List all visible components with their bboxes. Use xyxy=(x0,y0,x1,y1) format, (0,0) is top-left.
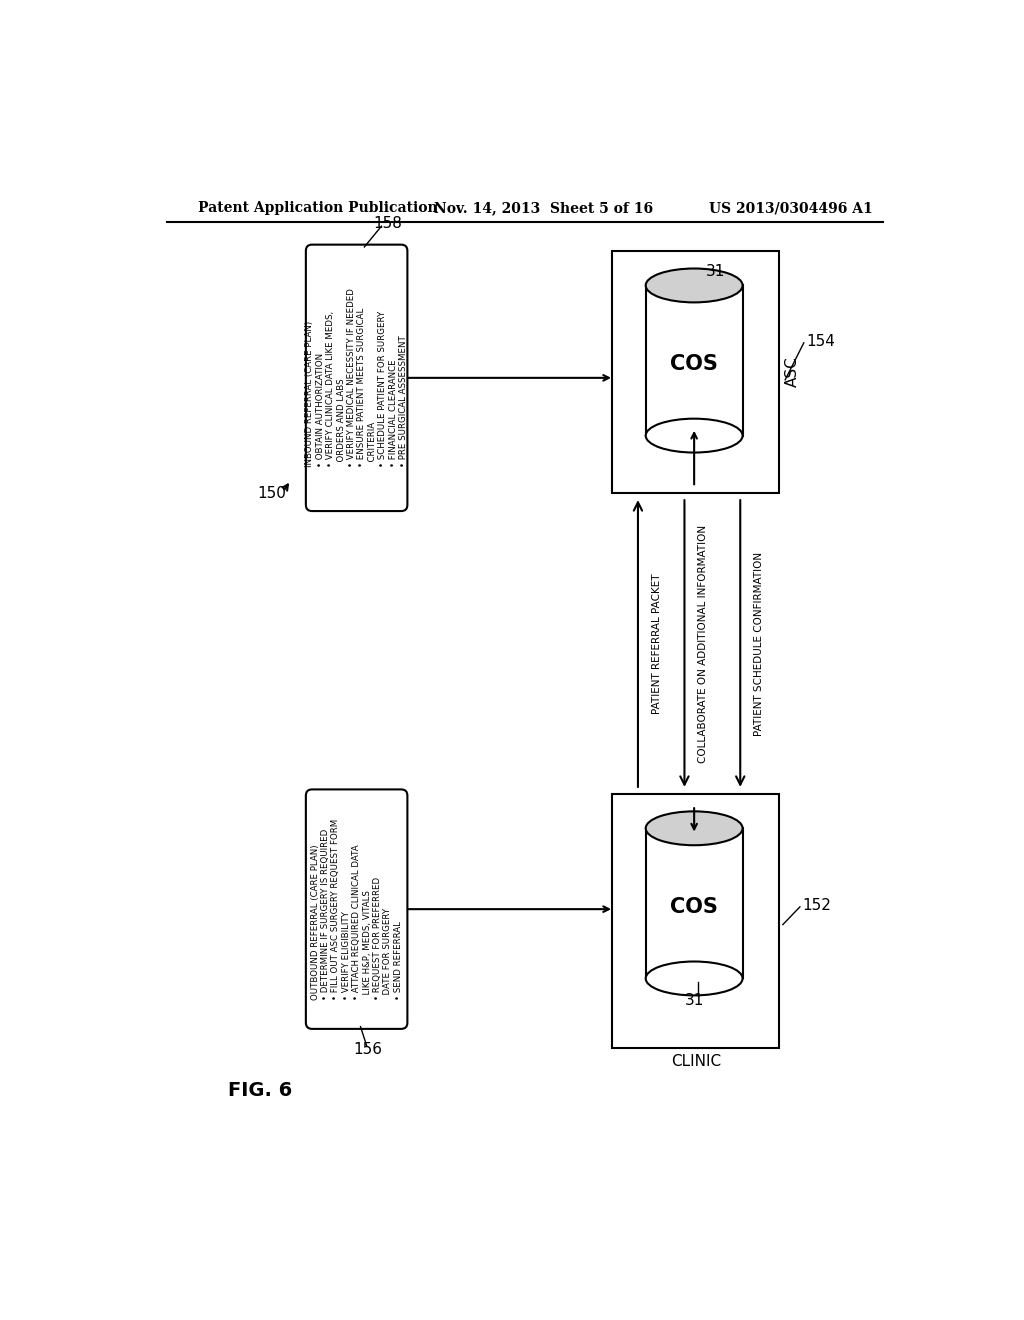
Text: INBOUND REFERRAL (CARE PLAN)
• OBTAIN AUTHORIZATION
• VERIFY CLINICAL DATA LIKE : INBOUND REFERRAL (CARE PLAN) • OBTAIN AU… xyxy=(305,288,408,467)
Text: 152: 152 xyxy=(802,898,831,913)
Ellipse shape xyxy=(646,812,742,845)
Text: 154: 154 xyxy=(806,334,835,348)
Bar xyxy=(646,285,742,436)
Text: COS: COS xyxy=(670,354,718,375)
Text: CLINIC: CLINIC xyxy=(671,1055,721,1069)
Text: 31: 31 xyxy=(684,993,703,1007)
Text: 158: 158 xyxy=(373,216,402,231)
Text: Nov. 14, 2013  Sheet 5 of 16: Nov. 14, 2013 Sheet 5 of 16 xyxy=(434,202,653,215)
Text: Patent Application Publication: Patent Application Publication xyxy=(198,202,437,215)
Bar xyxy=(646,829,742,978)
Text: PATIENT REFERRAL PACKET: PATIENT REFERRAL PACKET xyxy=(652,573,662,714)
Text: PATIENT SCHEDULE CONFIRMATION: PATIENT SCHEDULE CONFIRMATION xyxy=(755,552,764,735)
Text: 150: 150 xyxy=(257,486,286,500)
Bar xyxy=(612,793,779,1048)
Text: ASC: ASC xyxy=(785,356,800,388)
FancyBboxPatch shape xyxy=(306,789,408,1028)
Text: COS: COS xyxy=(670,898,718,917)
Ellipse shape xyxy=(646,961,742,995)
Text: OUTBOUND REFERRAL (CARE PLAN)
• DETERMINE IF SURGERY IS REQUIRED
• FILL OUT ASC : OUTBOUND REFERRAL (CARE PLAN) • DETERMIN… xyxy=(310,818,402,999)
Text: US 2013/0304496 A1: US 2013/0304496 A1 xyxy=(710,202,873,215)
Text: 31: 31 xyxy=(707,264,726,279)
Bar xyxy=(612,251,779,494)
Text: 156: 156 xyxy=(353,1043,383,1057)
FancyBboxPatch shape xyxy=(306,244,408,511)
Text: COLLABORATE ON ADDITIONAL INFORMATION: COLLABORATE ON ADDITIONAL INFORMATION xyxy=(698,524,709,763)
Ellipse shape xyxy=(646,418,742,453)
Ellipse shape xyxy=(646,268,742,302)
Text: FIG. 6: FIG. 6 xyxy=(227,1081,292,1100)
